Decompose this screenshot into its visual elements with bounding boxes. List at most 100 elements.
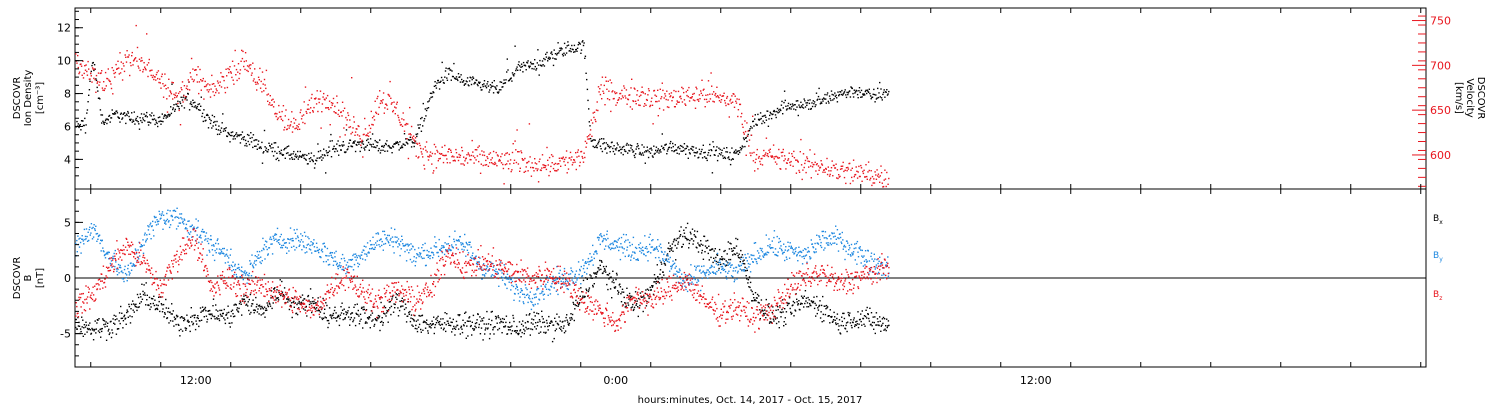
b-point — [351, 258, 354, 261]
b-point — [433, 245, 435, 247]
top-point — [688, 149, 690, 151]
b-point — [254, 260, 256, 262]
b-point — [327, 319, 330, 322]
top-point — [287, 145, 290, 147]
b-point — [508, 326, 510, 328]
top-point — [101, 114, 104, 116]
top-point — [233, 83, 235, 85]
b-point — [201, 241, 203, 243]
top-point — [93, 64, 96, 66]
top-point — [744, 120, 746, 122]
b-point — [631, 306, 633, 308]
b-point — [115, 315, 117, 317]
top-point — [168, 95, 171, 97]
b-point — [719, 258, 721, 260]
top-point — [856, 177, 859, 179]
b-point — [760, 311, 762, 313]
top-point — [793, 157, 796, 159]
top-point — [580, 49, 583, 51]
top-point — [658, 100, 660, 102]
top-point — [756, 124, 758, 126]
b-point — [732, 254, 734, 256]
top-point — [789, 161, 791, 164]
b-point — [240, 303, 242, 305]
b-point — [545, 283, 547, 286]
b-point — [483, 317, 485, 319]
b-point — [384, 234, 386, 236]
b-point — [225, 314, 228, 316]
top-point — [638, 153, 641, 155]
b-point — [459, 314, 461, 316]
top-point — [501, 86, 503, 88]
b-point — [606, 283, 608, 286]
b-point — [471, 257, 473, 259]
top-point — [152, 74, 154, 77]
top-point — [330, 102, 333, 104]
b-point — [311, 300, 313, 303]
top-point — [780, 168, 782, 170]
b-point — [480, 268, 483, 270]
b-point — [396, 298, 398, 300]
b-point — [565, 316, 567, 319]
b-point — [488, 268, 491, 270]
b-point — [444, 242, 446, 244]
top-point — [80, 65, 83, 67]
b-point — [392, 241, 395, 243]
b-point — [252, 267, 255, 269]
top-point — [186, 85, 188, 87]
top-point — [235, 132, 238, 134]
b-point — [430, 327, 432, 329]
top-point — [375, 111, 377, 113]
b-point — [467, 320, 470, 322]
b-point — [564, 330, 567, 332]
b-point — [382, 230, 384, 233]
top-point — [377, 95, 379, 98]
b-point — [214, 249, 216, 252]
top-point — [645, 150, 648, 153]
top-point — [670, 92, 673, 94]
top-point — [576, 47, 579, 49]
b-point — [123, 315, 125, 318]
b-point — [144, 294, 146, 296]
b-point — [410, 317, 412, 319]
b-point — [315, 302, 317, 304]
b-point — [163, 219, 165, 221]
b-point — [108, 258, 110, 260]
top-point — [698, 94, 701, 96]
b-point — [411, 261, 413, 263]
b-point — [331, 256, 333, 258]
top-point — [121, 79, 124, 81]
b-point — [223, 308, 225, 311]
b-point — [244, 294, 247, 297]
top-point — [381, 145, 383, 147]
top-point — [186, 99, 188, 101]
top-point — [300, 109, 302, 111]
b-point — [321, 318, 324, 321]
top-point — [472, 155, 475, 157]
top-point — [483, 154, 486, 157]
b-point — [563, 325, 565, 327]
b-point — [438, 323, 440, 325]
b-point — [290, 238, 292, 240]
b-point — [754, 299, 756, 301]
b-point — [421, 314, 424, 316]
top-point — [433, 91, 435, 94]
top-point — [146, 64, 148, 66]
b-point — [799, 309, 801, 311]
b-point — [253, 262, 255, 264]
top-point — [444, 76, 446, 78]
b-point — [144, 232, 146, 234]
top-point — [285, 109, 287, 111]
top-point — [791, 106, 793, 108]
b-point — [489, 333, 491, 335]
b-point — [420, 256, 422, 258]
b-point — [332, 264, 335, 266]
b-point — [748, 286, 750, 288]
top-point — [649, 105, 651, 108]
top-point — [308, 158, 311, 160]
top-point — [667, 148, 669, 150]
b-point — [321, 248, 323, 250]
b-point — [500, 276, 503, 278]
b-point — [127, 267, 129, 270]
top-point — [797, 100, 799, 102]
